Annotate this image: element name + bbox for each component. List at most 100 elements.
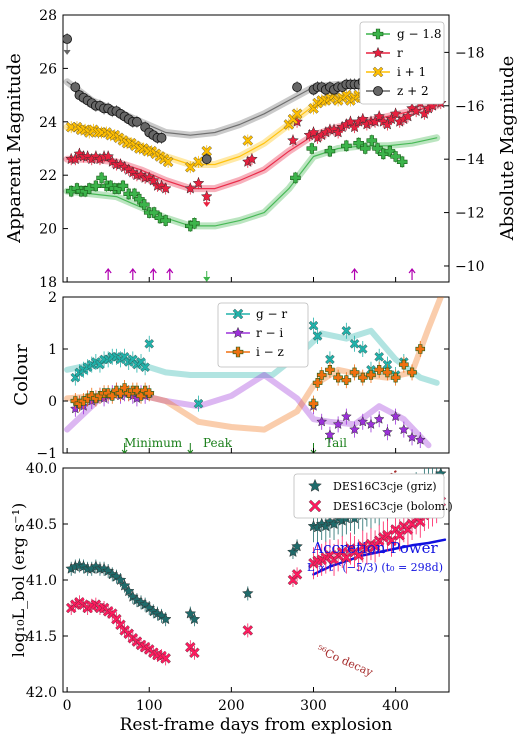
epoch-arrow [149, 268, 157, 280]
colour-point-1 [349, 423, 361, 435]
mid-y-tick-label: −1 [36, 446, 57, 462]
middle-legend: g − r r − i i − z [217, 302, 309, 368]
point-0 [139, 199, 150, 210]
lum-point-1 [353, 550, 364, 561]
point-3 [70, 82, 81, 92]
bot-y-tick-label: 41.0 [26, 573, 57, 589]
top-right-tick-label: −14 [455, 152, 485, 168]
bottom-ylabel: log₁₀L_bol (erg s⁻¹) [9, 503, 28, 658]
legend-g-r: g − r [256, 307, 287, 321]
top-right-tick-label: −10 [455, 259, 485, 275]
colour-point-1 [357, 416, 369, 427]
colour-point-0 [325, 354, 335, 365]
point-3 [156, 132, 167, 143]
point-2 [185, 161, 196, 173]
point-0 [359, 143, 371, 154]
colour-point-2 [374, 365, 384, 375]
colour-point-0 [193, 398, 204, 409]
point-1 [389, 107, 402, 119]
point-1 [102, 150, 115, 162]
colour-point-2 [349, 367, 360, 378]
legend-i: i + 1 [397, 65, 426, 79]
annotation-tail: Tail [325, 436, 347, 450]
bot-y-tick-label: 42.0 [26, 685, 57, 701]
colour-band-1 [64, 372, 432, 449]
colour-point-2 [357, 372, 368, 383]
colour-point-2 [415, 344, 426, 354]
top-y-tick-label: 22 [39, 168, 57, 184]
bot-x-tick-label: 0 [63, 698, 72, 714]
colour-point-2 [144, 388, 155, 398]
point-1 [192, 176, 205, 189]
point-2 [193, 156, 204, 168]
annotation-peak: Peak [203, 436, 233, 450]
phase-arrow [121, 443, 128, 453]
top-y-tick-label: 26 [39, 61, 57, 77]
colour-point-1 [414, 434, 426, 445]
colour-point-2 [312, 378, 323, 388]
top-right-tick-label: −16 [455, 99, 485, 115]
point-1 [307, 126, 320, 138]
colour-point-0 [140, 362, 150, 372]
axes-layer: 182022242628−18−16−14−12−10−101240.040.5… [26, 8, 485, 714]
mid-y-tick-label: 2 [48, 290, 57, 306]
middle-ylabel: Colour [11, 344, 32, 406]
annotation-minimum: Minimum [124, 436, 183, 450]
colour-point-1 [316, 416, 328, 427]
point-1 [373, 110, 386, 122]
fit-line-0 [66, 137, 438, 227]
epoch-arrow [104, 268, 112, 280]
legend-griz: DES16C3cje (griz) [333, 480, 437, 493]
lum-point-1 [160, 653, 171, 664]
top-y-tick-label: 18 [39, 275, 57, 291]
point-2 [201, 145, 213, 157]
point-1 [356, 112, 369, 125]
accretion-formula: L ∝ t^(−5/3) (t₀ = 298d) [307, 561, 443, 574]
point-0 [189, 217, 200, 229]
epoch-arrow [351, 268, 359, 280]
upper-limit-arrow [203, 201, 211, 208]
epoch-arrow [408, 268, 416, 280]
bot-y-tick-label: 41.5 [26, 629, 57, 645]
point-3 [201, 154, 212, 165]
lum-point-0 [241, 587, 254, 599]
colour-point-0 [312, 331, 323, 341]
bot-x-tick-label: 400 [382, 698, 409, 714]
legend-marker-2 [372, 66, 384, 78]
lum-point-1 [394, 529, 406, 541]
point-1 [410, 104, 423, 117]
colour-point-2 [382, 367, 393, 378]
colour-point-1 [324, 429, 336, 440]
colour-point-1 [340, 410, 352, 422]
colour-point-0 [144, 339, 155, 349]
point-0 [396, 156, 408, 168]
bot-x-tick-label: 100 [136, 698, 163, 714]
legend-r: r [397, 46, 403, 60]
bot-y-tick-label: 40.5 [26, 517, 57, 533]
colour-point-2 [308, 398, 319, 409]
lum-point-0 [118, 579, 131, 591]
upper-limit-arrow [63, 49, 71, 55]
bot-y-tick-label: 40.0 [26, 461, 57, 477]
middle-clip [64, 297, 444, 453]
point-3 [292, 82, 302, 92]
point-0 [90, 180, 102, 192]
point-1 [401, 110, 414, 122]
lum-point-0 [122, 584, 135, 597]
mid-legend-marker-2 [232, 346, 244, 358]
legend-i-z: i − z [256, 345, 284, 359]
colour-point-1 [381, 426, 393, 437]
colour-point-1 [390, 410, 402, 422]
epoch-arrow [166, 268, 174, 280]
lum-point-1 [291, 569, 303, 580]
top-legend: g − 1.8 r i + 1 z + 2 [359, 21, 445, 105]
point-1 [159, 182, 172, 194]
point-2 [291, 108, 303, 120]
point-1 [245, 152, 258, 165]
accretion-title: Accretion Power [311, 539, 438, 557]
colour-point-1 [406, 431, 418, 443]
epoch-arrow [129, 268, 137, 280]
panel-top-frame [62, 14, 450, 283]
point-0 [96, 172, 107, 184]
